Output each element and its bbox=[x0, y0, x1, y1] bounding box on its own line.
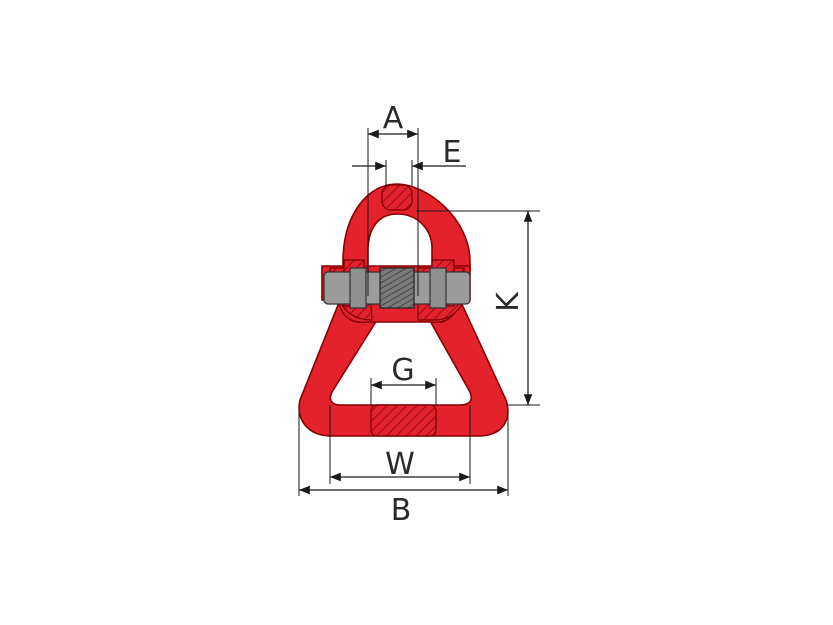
label-e: E bbox=[443, 135, 462, 170]
dimension-k: K bbox=[416, 210, 540, 406]
dimension-g: G bbox=[370, 353, 437, 406]
dimension-e: E bbox=[352, 135, 466, 186]
label-a: A bbox=[383, 101, 404, 136]
label-b: B bbox=[391, 493, 412, 528]
upper-eye bbox=[342, 183, 471, 271]
dimension-b: B bbox=[298, 410, 509, 528]
label-k: K bbox=[491, 291, 526, 312]
bolt-thread bbox=[379, 267, 415, 309]
label-w: W bbox=[385, 447, 415, 482]
dimension-w: W bbox=[329, 405, 471, 484]
dimension-a: A bbox=[367, 101, 419, 296]
eye-section bbox=[381, 184, 413, 211]
lower-triangle-link bbox=[298, 299, 509, 437]
bottom-bar-section bbox=[370, 404, 437, 437]
label-g: G bbox=[391, 353, 414, 388]
bolt bbox=[323, 267, 471, 309]
